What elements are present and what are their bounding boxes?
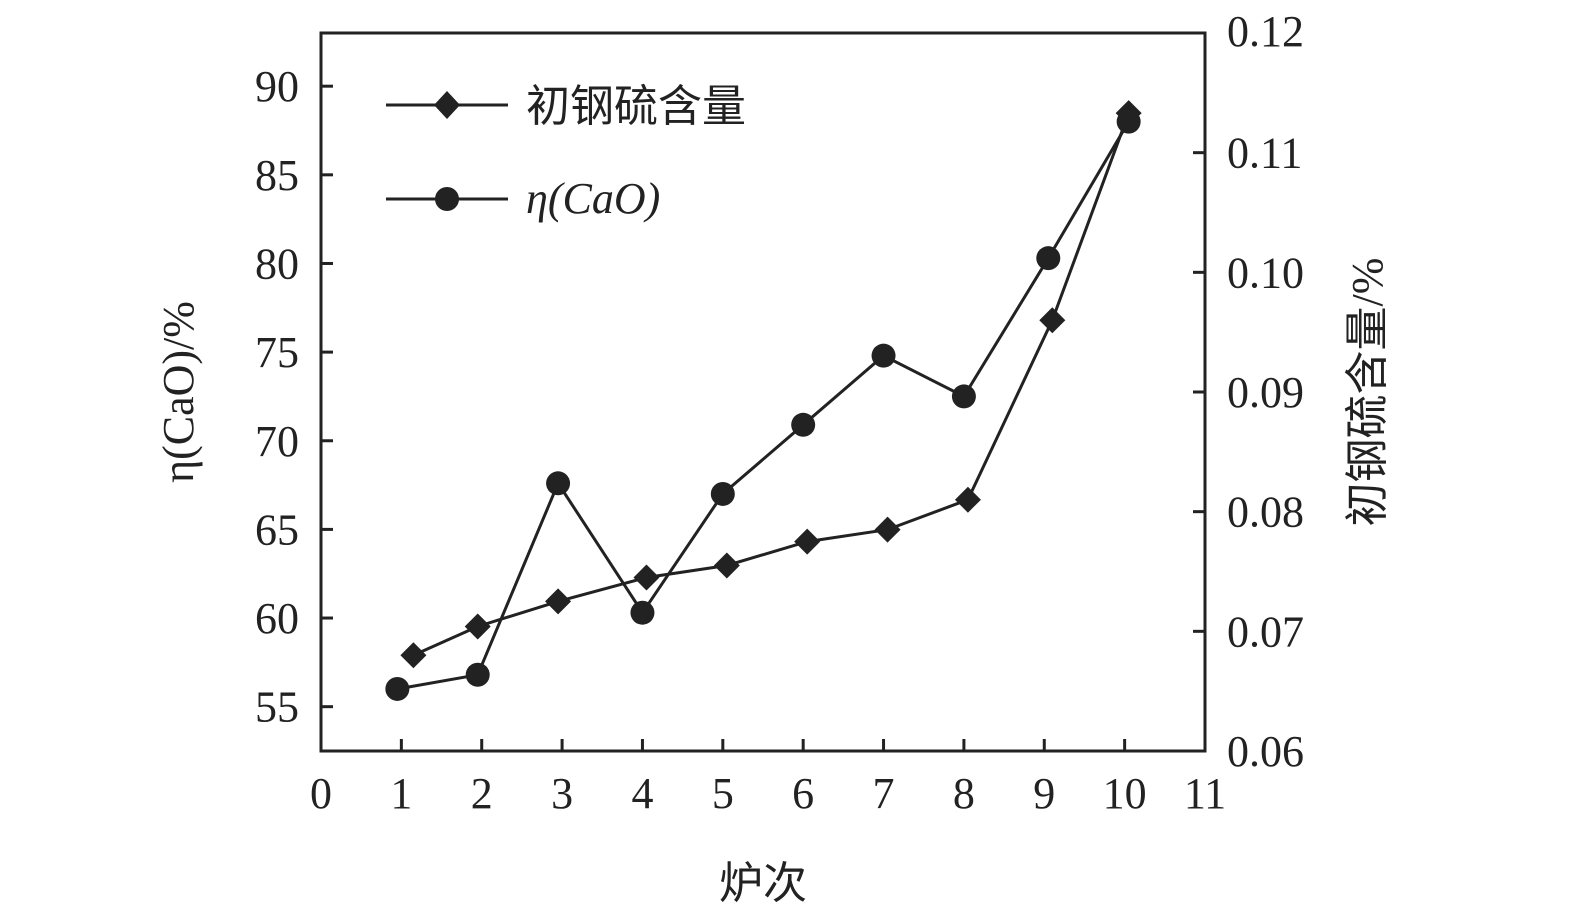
right-y-tick-label: 0.08 (1227, 488, 1304, 537)
left-y-tick-label: 85 (255, 151, 299, 200)
right-y-tick-label: 0.12 (1227, 7, 1304, 56)
series-line-1 (397, 120, 1130, 691)
x-tick-label: 9 (1033, 769, 1055, 818)
diamond-point (713, 552, 740, 579)
x-tick-label: 11 (1184, 769, 1226, 818)
x-tick-label: 5 (712, 769, 734, 818)
circle-point (385, 676, 410, 701)
diamond-point (874, 516, 901, 543)
right-y-tick-label: 0.10 (1227, 248, 1304, 297)
series-layer (385, 100, 1142, 701)
left-y-axis-ticks: 55 60 65 70 75 80 85 90 (255, 62, 333, 732)
circle-point (465, 662, 490, 687)
x-axis-ticks: 0 1 2 3 4 5 6 7 8 9 10 11 (310, 739, 1226, 818)
diamond-point (400, 642, 427, 669)
left-y-tick-label: 70 (255, 417, 299, 466)
legend-diamond-icon (434, 91, 460, 119)
legend-circle-icon (435, 187, 459, 211)
x-tick-label: 7 (873, 769, 895, 818)
x-tick-label: 0 (310, 769, 332, 818)
series-line-0 (412, 112, 1131, 657)
x-axis-title: 炉次 (719, 859, 807, 908)
right-y-tick-label: 0.07 (1227, 607, 1304, 656)
right-y-axis-ticks: 0.06 0.07 0.08 0.09 0.10 0.11 0.12 (1193, 7, 1304, 776)
x-tick-label: 8 (953, 769, 975, 818)
right-y-tick-label: 0.09 (1227, 368, 1304, 417)
circle-point (951, 384, 976, 409)
circle-point (710, 481, 735, 506)
circle-point (1116, 109, 1141, 134)
x-tick-label: 2 (471, 769, 493, 818)
legend: 初钢硫含量 η(CaO) (386, 82, 746, 223)
diamond-point (464, 613, 491, 640)
left-y-tick-label: 80 (255, 239, 299, 288)
x-tick-label: 4 (631, 769, 653, 818)
diamond-point (794, 528, 821, 555)
circle-point (546, 471, 571, 496)
left-y-tick-label: 75 (255, 328, 299, 377)
left-y-tick-label: 55 (255, 683, 299, 732)
x-tick-label: 6 (792, 769, 814, 818)
legend-label-cao: η(CaO) (526, 174, 660, 223)
left-y-tick-label: 65 (255, 505, 299, 554)
left-y-axis-title: η(CaO)/% (154, 301, 203, 483)
diamond-point (633, 564, 660, 591)
x-tick-label: 1 (390, 769, 412, 818)
right-y-axis-title: 初钢硫含量/% (1343, 258, 1392, 527)
plot-frame (319, 31, 1207, 753)
diamond-point (545, 588, 572, 615)
left-y-tick-label: 60 (255, 594, 299, 643)
diamond-point (1039, 307, 1066, 334)
circle-point (871, 343, 896, 368)
right-y-tick-label: 0.06 (1227, 727, 1304, 776)
circle-point (1036, 246, 1061, 271)
circle-point (630, 600, 655, 625)
legend-label-sulfur: 初钢硫含量 (526, 82, 746, 131)
circle-point (791, 412, 816, 437)
diamond-point (954, 486, 981, 513)
left-y-tick-label: 90 (255, 62, 299, 111)
right-y-tick-label: 0.11 (1227, 129, 1302, 178)
x-tick-label: 10 (1103, 769, 1147, 818)
x-tick-label: 3 (551, 769, 573, 818)
